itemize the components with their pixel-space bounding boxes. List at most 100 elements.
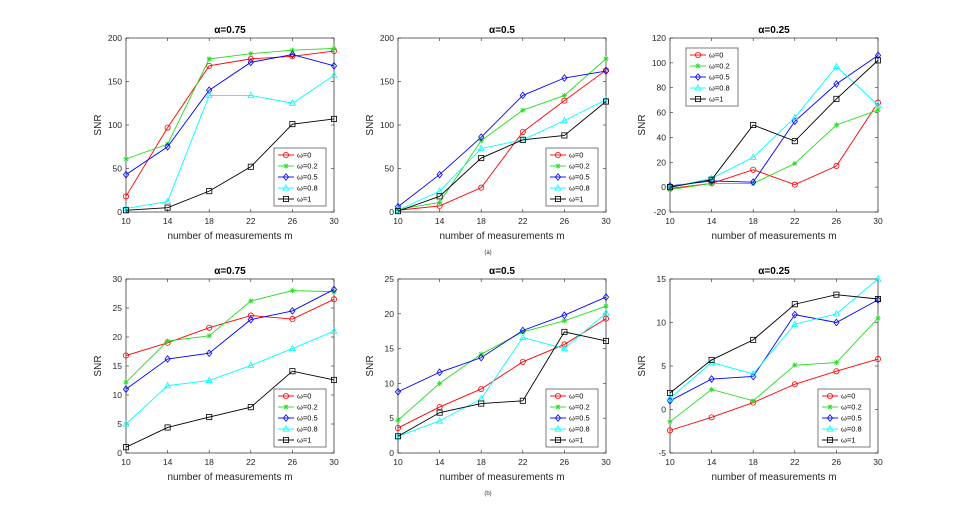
data-point bbox=[394, 424, 401, 431]
y-tick-label: 15 bbox=[385, 344, 395, 354]
data-point bbox=[394, 206, 402, 213]
data-point bbox=[164, 124, 171, 131]
legend-entry: ω=1 bbox=[297, 436, 311, 445]
legend-entry: ω=0 bbox=[841, 392, 855, 401]
legend-entry: ω=1 bbox=[569, 436, 583, 445]
data-point bbox=[560, 116, 568, 124]
marker-stroke bbox=[750, 181, 756, 186]
data-point bbox=[395, 417, 401, 423]
data-point bbox=[122, 170, 130, 179]
marker-stroke bbox=[603, 303, 609, 309]
x-tick-label: 30 bbox=[329, 457, 339, 467]
legend-marker bbox=[282, 195, 289, 202]
y-axis-label: SNR bbox=[637, 355, 648, 376]
legend-marker bbox=[555, 436, 562, 443]
series-path bbox=[125, 290, 335, 383]
data-point bbox=[603, 56, 609, 62]
chart-a3: 10 14 18 22 26 30 -20 0 20 40 60 80 100 120 α=0.25 numb… bbox=[637, 25, 883, 242]
marker-stroke bbox=[875, 315, 881, 321]
data-point bbox=[478, 353, 485, 362]
legend-marker bbox=[555, 195, 562, 202]
series-line bbox=[667, 57, 882, 191]
y-tick-label: 40 bbox=[657, 132, 667, 142]
legend-entry: ω=0.5 bbox=[569, 173, 590, 182]
data-point bbox=[792, 362, 798, 368]
y-tick-label: 100 bbox=[380, 120, 394, 130]
legend-marker bbox=[554, 414, 562, 422]
legend-entry: ω=0 bbox=[569, 392, 583, 401]
data-point bbox=[289, 50, 296, 59]
data-point bbox=[330, 327, 338, 334]
x-tick-label: 30 bbox=[873, 457, 883, 467]
x-axis-label: number of measurements m bbox=[167, 231, 292, 242]
x-tick-label: 18 bbox=[204, 216, 214, 226]
y-tick-label: 0 bbox=[661, 405, 666, 415]
data-point bbox=[206, 414, 213, 421]
y-tick-label: 25 bbox=[385, 274, 395, 284]
caption-b: (b) bbox=[484, 491, 491, 497]
marker-stroke bbox=[875, 107, 881, 113]
data-point bbox=[436, 193, 443, 200]
y-tick-label: 100 bbox=[108, 120, 122, 130]
y-tick-label: 0 bbox=[389, 207, 394, 217]
data-point bbox=[436, 170, 443, 179]
x-tick-label: 26 bbox=[288, 216, 298, 226]
series-line bbox=[666, 295, 882, 405]
series-path bbox=[125, 75, 335, 209]
x-tick-label: 30 bbox=[329, 216, 339, 226]
data-point bbox=[289, 47, 295, 53]
data-point bbox=[289, 53, 296, 60]
marker-stroke bbox=[834, 360, 839, 365]
data-point bbox=[206, 333, 212, 339]
series-line bbox=[667, 291, 882, 396]
data-point bbox=[750, 372, 757, 381]
chart-b3: 10 14 18 22 26 30 -5 0 5 10 15 α=0.25 number of meas… bbox=[637, 266, 883, 483]
data-point bbox=[561, 132, 568, 139]
legend-entry: ω=0 bbox=[569, 151, 583, 160]
chart-title: α=0.75 bbox=[214, 266, 246, 277]
series-line bbox=[122, 50, 338, 179]
data-point bbox=[478, 385, 485, 392]
data-point bbox=[477, 144, 485, 151]
x-tick-label: 18 bbox=[476, 216, 486, 226]
data-point bbox=[561, 328, 568, 335]
series-path bbox=[669, 299, 879, 402]
marker-stroke bbox=[520, 329, 526, 335]
x-tick-label: 22 bbox=[518, 457, 528, 467]
legend-marker bbox=[694, 73, 702, 81]
legend-marker bbox=[554, 173, 562, 181]
data-point bbox=[122, 420, 130, 427]
legend-entry: ω=0 bbox=[709, 51, 723, 60]
series-path bbox=[397, 318, 607, 429]
legend-entry: ω=0.2 bbox=[709, 62, 730, 71]
chart-a1: 10 14 18 22 26 30 0 50 100 150 200 α=0.75 number of … bbox=[93, 25, 339, 242]
data-point bbox=[667, 419, 673, 425]
marker-stroke bbox=[562, 318, 567, 323]
x-tick-label: 18 bbox=[476, 457, 486, 467]
data-point bbox=[206, 188, 213, 195]
series-line bbox=[123, 288, 337, 385]
y-axis-label: SNR bbox=[637, 114, 648, 135]
data-point bbox=[749, 369, 757, 377]
series-line bbox=[123, 115, 337, 214]
marker-stroke bbox=[123, 156, 129, 162]
data-point bbox=[247, 404, 254, 411]
data-point bbox=[331, 45, 337, 52]
chart-title: α=0.75 bbox=[214, 25, 246, 36]
series-path bbox=[397, 296, 607, 393]
data-point bbox=[289, 316, 296, 323]
x-tick-label: 22 bbox=[246, 216, 256, 226]
y-tick-label: 0 bbox=[389, 448, 394, 458]
data-point bbox=[330, 71, 338, 78]
data-point bbox=[164, 381, 172, 389]
legend-marker bbox=[282, 173, 290, 181]
series-path bbox=[397, 101, 607, 212]
data-point bbox=[288, 99, 296, 106]
y-tick-label: 100 bbox=[652, 58, 666, 68]
data-point bbox=[478, 133, 485, 142]
data-point bbox=[708, 358, 716, 366]
data-point bbox=[289, 121, 296, 128]
data-point bbox=[833, 80, 840, 88]
legend: ω=0 ω=0.2 ω=0.5 ω=0.8 ω=1 bbox=[545, 388, 599, 448]
